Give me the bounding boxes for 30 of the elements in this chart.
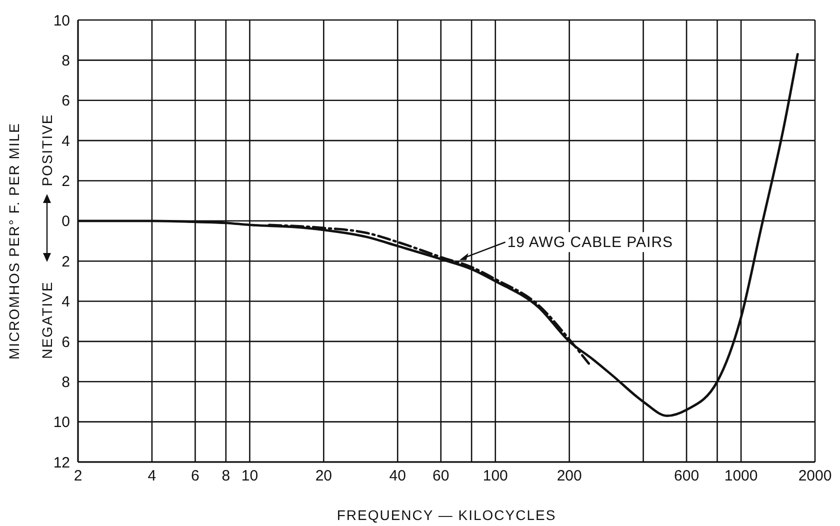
x-tick-label: 1000 [724, 468, 758, 485]
annotation: 19 AWG CABLE PAIRS [507, 234, 674, 252]
x-tick-label: 2 [74, 468, 82, 485]
y-tick-label: 12 [53, 454, 70, 472]
y-axis-title: MICROMHOS PER° F. PER MILE [6, 122, 22, 360]
x-tick-label: 2000 [798, 468, 832, 485]
y-tick-label: 10 [53, 12, 70, 30]
y-tick-label: 6 [62, 334, 70, 351]
y-tick-label: 2 [62, 253, 70, 270]
x-tick-label: 4 [148, 468, 156, 485]
x-tick-label: 8 [222, 468, 230, 485]
y-tick-label: 10 [53, 414, 70, 432]
x-tick-label: 20 [315, 468, 332, 485]
text: NEGATIVE [39, 281, 55, 359]
x-tick-label: 40 [389, 468, 406, 485]
y-tick-label: 2 [62, 173, 70, 190]
y-tick-label: 8 [62, 374, 70, 391]
y-tick-label: 6 [62, 92, 70, 110]
y-tick-label: 8 [62, 52, 70, 70]
x-axis-title: FREQUENCY — KILOCYCLES [336, 507, 556, 523]
x-tick-label: 60 [432, 468, 450, 485]
text: POSITIVE [39, 114, 55, 186]
x-tick-label: 10 [241, 468, 258, 485]
x-tick-label: 6 [191, 468, 200, 485]
x-tick-label: 200 [556, 468, 582, 485]
x-tick-label: 600 [674, 468, 700, 485]
y-tick-label: 4 [62, 294, 70, 311]
y-tick-label: 4 [62, 132, 70, 150]
x-tick-label: 100 [482, 468, 508, 485]
y-tick-label: 0 [62, 213, 70, 230]
